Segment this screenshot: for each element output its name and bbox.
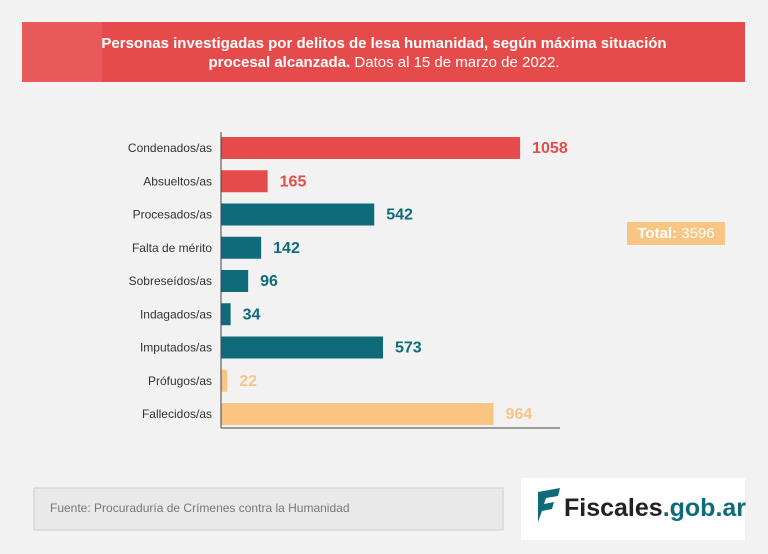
value-label: 964 bbox=[506, 406, 533, 423]
category-label: Prófugos/as bbox=[148, 374, 212, 388]
bar bbox=[221, 369, 228, 392]
value-label: 165 bbox=[280, 173, 307, 190]
plot-area: Condenados/as 1058 Absueltos/as 165 Procesad… bbox=[128, 137, 568, 425]
total-value: 3596 bbox=[681, 225, 714, 242]
value-label: 573 bbox=[395, 340, 422, 357]
source-box bbox=[33, 487, 504, 531]
chart-title: procesal alcanzada. bbox=[208, 54, 350, 71]
category-label: Fallecidos/as bbox=[142, 407, 212, 421]
value-label: 22 bbox=[239, 373, 257, 390]
category-label: Imputados/as bbox=[140, 341, 212, 355]
logo-icon bbox=[538, 488, 560, 522]
source: Fuente: Procuraduría de Crímenes contra … bbox=[50, 501, 350, 515]
category-label: Falta de mérito bbox=[132, 241, 212, 255]
bar bbox=[221, 170, 268, 193]
chart-subtitle: Datos al 15 de marzo de 2022. bbox=[354, 54, 559, 71]
logo-main: Fiscales bbox=[564, 494, 663, 522]
value-label: 96 bbox=[260, 273, 278, 290]
bar bbox=[221, 403, 494, 425]
logo: Fiscales.gob.ar bbox=[564, 494, 746, 522]
category-label: Sobreseídos/as bbox=[129, 274, 212, 288]
total-text: Total: 3596 bbox=[637, 225, 714, 242]
title-banner bbox=[22, 22, 745, 82]
category-label: Absueltos/as bbox=[143, 174, 212, 188]
value-label: 142 bbox=[273, 240, 300, 257]
total-label: Total: bbox=[637, 225, 677, 242]
category-label: Condenados/as bbox=[128, 141, 212, 155]
category-label: Indagados/as bbox=[140, 307, 212, 321]
bar bbox=[221, 336, 384, 359]
bar bbox=[221, 137, 521, 159]
bar bbox=[221, 236, 262, 259]
bar bbox=[221, 303, 231, 326]
banner-decoration bbox=[22, 22, 102, 82]
chart-title-line2: procesal alcanzada. Datos al 15 de marzo… bbox=[208, 54, 559, 71]
category-label: Procesados/as bbox=[133, 208, 212, 222]
bar bbox=[221, 270, 249, 292]
logo-domain: .gob.ar bbox=[663, 494, 747, 522]
value-label: 542 bbox=[386, 207, 413, 224]
value-label: 34 bbox=[243, 306, 261, 323]
bar bbox=[221, 203, 375, 226]
total-box bbox=[627, 222, 725, 245]
value-label: 1058 bbox=[532, 140, 568, 157]
chart-title: Personas investigadas por delitos de les… bbox=[101, 35, 666, 52]
